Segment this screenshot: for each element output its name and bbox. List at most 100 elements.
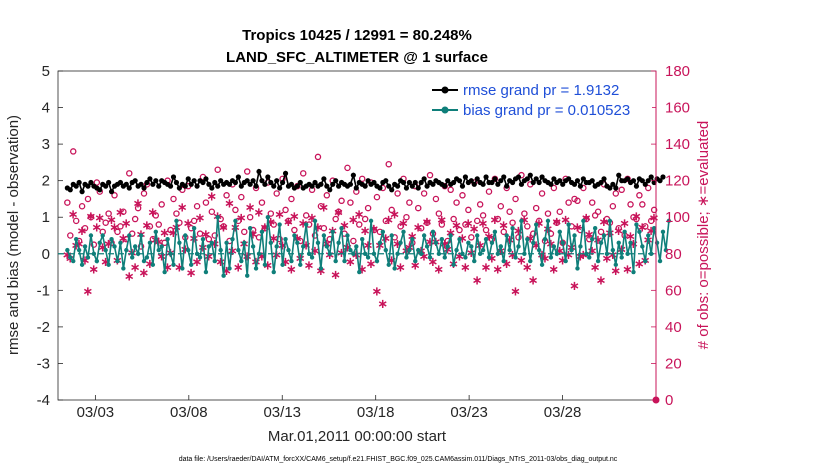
obs-possible-point — [358, 175, 366, 183]
obs-evaluated-point: ∗ — [74, 237, 85, 252]
obs-evaluated-point: ∗ — [168, 226, 179, 241]
obs-evaluated-point: ∗ — [433, 262, 444, 277]
obs-evaluated-point: ∗ — [271, 248, 282, 263]
rmse-point — [309, 183, 315, 189]
obs-evaluated-point: ∗ — [478, 217, 489, 232]
obs-possible-point — [479, 212, 487, 219]
obs-possible-point — [394, 190, 401, 197]
obs-possible-point — [423, 219, 431, 226]
bias-point — [592, 225, 598, 231]
rmse-point — [250, 178, 256, 184]
bias-point — [165, 236, 170, 242]
bias-point — [413, 258, 418, 264]
obs-evaluated-point: ∗ — [528, 273, 539, 288]
rmse-point — [642, 181, 648, 187]
rmse-point — [218, 178, 224, 184]
bias-point — [97, 240, 102, 246]
obs-evaluated-point: ∗ — [410, 259, 421, 274]
obs-possible-point — [633, 215, 640, 223]
bias-point — [601, 233, 607, 238]
obs-evaluated-point: ∗ — [183, 217, 194, 232]
bias-point — [298, 262, 303, 267]
rmse-point — [153, 178, 159, 184]
obs-possible-point — [550, 184, 558, 192]
obs-evaluated-point: ∗ — [596, 273, 607, 288]
rmse-point — [645, 178, 651, 184]
rmse-point — [347, 181, 354, 187]
obs-possible-point — [456, 226, 463, 234]
y-tick-label-left: 4 — [42, 100, 50, 117]
bias-point — [253, 266, 259, 271]
obs-possible-point — [67, 232, 74, 239]
obs-possible-point — [485, 188, 493, 195]
rmse-point — [79, 189, 85, 195]
rmse-point — [471, 181, 477, 187]
bias-point — [239, 258, 244, 264]
obs-possible-point — [288, 195, 295, 203]
obs-evaluated-point: ∗ — [601, 251, 612, 266]
bias-point — [607, 218, 613, 224]
obs-possible-point — [356, 221, 363, 228]
bias-point — [94, 258, 100, 264]
bias-point — [504, 233, 509, 238]
rmse-point — [451, 179, 457, 186]
rmse-point — [651, 179, 657, 186]
rmse-point — [117, 179, 124, 186]
obs-possible-point — [509, 219, 516, 226]
rmse-point — [170, 174, 177, 180]
obs-evaluated-point: ∗ — [177, 200, 188, 215]
bias-point — [448, 233, 453, 238]
obs-possible-point — [302, 212, 310, 219]
chart-title-line2: LAND_SFC_ALTIMETER @ 1 surface — [226, 49, 488, 66]
legend: rmse grand pr = 1.9132 bias grand pr = 0… — [428, 79, 652, 119]
rmse-point — [85, 183, 91, 189]
bias-point — [389, 233, 394, 238]
rmse-point — [498, 178, 504, 184]
obs-possible-point — [532, 204, 540, 212]
bias-point — [295, 240, 300, 246]
bias-point — [345, 233, 350, 238]
rmse-point — [504, 183, 510, 189]
obs-possible-point — [152, 212, 160, 219]
bias-point — [68, 255, 73, 260]
obs-possible-point — [246, 213, 254, 221]
obs-possible-point — [636, 192, 643, 199]
bias-point — [572, 233, 577, 238]
bias-point — [183, 233, 188, 238]
y-tick-label-left: 3 — [42, 136, 50, 153]
obs-possible-point — [291, 226, 298, 234]
bias-point — [539, 262, 545, 267]
obs-evaluated-point: ∗ — [389, 208, 400, 223]
bias-point — [365, 255, 371, 260]
bias-point — [301, 244, 306, 249]
bias-point — [663, 247, 669, 253]
obs-evaluated-point: ∗ — [339, 219, 350, 234]
rmse-point — [268, 179, 274, 186]
bias-point — [548, 255, 554, 260]
obs-possible-point — [639, 201, 646, 208]
obs-evaluated-point: ∗ — [106, 213, 117, 228]
rmse-point — [350, 172, 356, 178]
bias-point — [604, 251, 610, 256]
obs-evaluated-point: ∗ — [392, 237, 403, 252]
obs-evaluated-point: ∗ — [469, 222, 480, 237]
obs-possible-point — [435, 210, 443, 217]
obs-possible-point — [323, 192, 331, 199]
obs-evaluated-point: ∗ — [274, 208, 285, 223]
bias-point — [121, 266, 126, 271]
bias-point — [545, 218, 551, 224]
rmse-point — [147, 176, 153, 182]
obs-possible-point — [385, 160, 392, 168]
rmse-point — [530, 179, 536, 186]
obs-possible-point — [146, 223, 154, 230]
rmse-point — [580, 176, 586, 182]
bias-point — [660, 229, 666, 235]
bias-point — [85, 255, 91, 260]
obs-evaluated-point: ∗ — [203, 250, 214, 265]
bias-point — [401, 229, 406, 235]
obs-evaluated-point: ∗ — [369, 222, 380, 237]
rmse-point — [489, 179, 495, 186]
bias-point — [430, 229, 436, 235]
obs-evaluated-point: ∗ — [118, 231, 129, 246]
obs-possible-point — [382, 217, 390, 225]
